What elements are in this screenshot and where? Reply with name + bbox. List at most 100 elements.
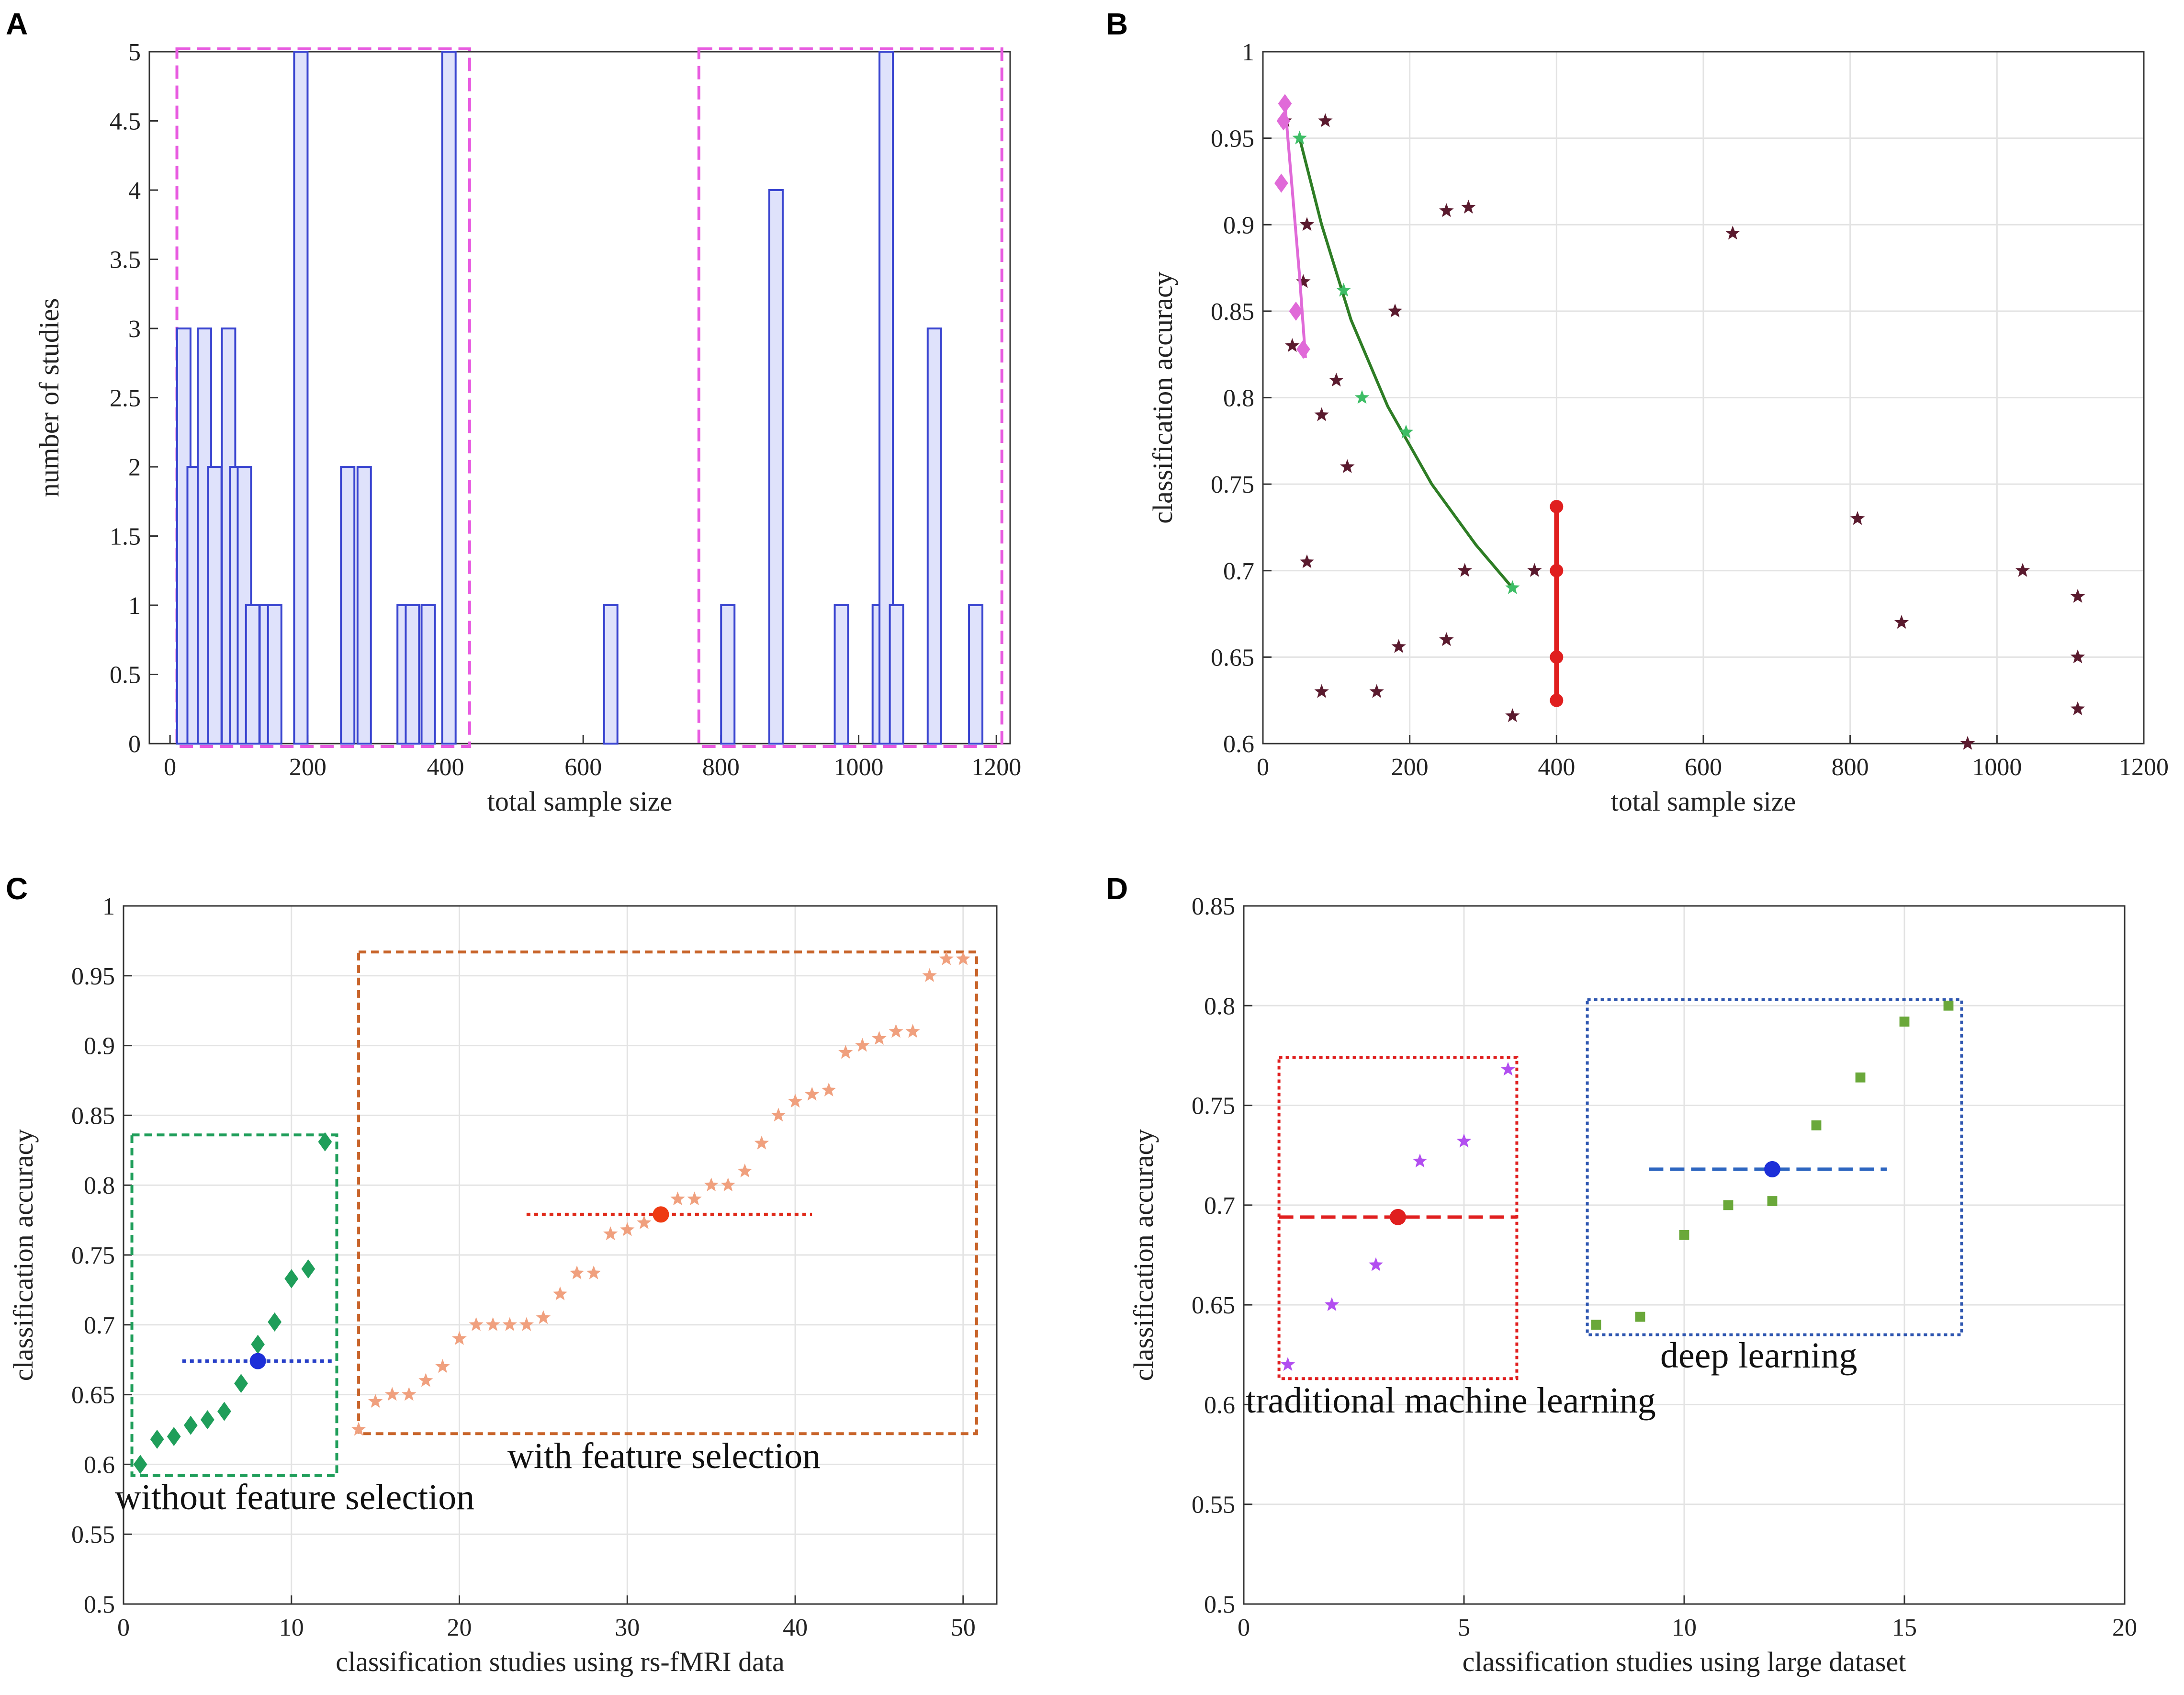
data-point	[586, 1265, 601, 1279]
histogram-bar	[405, 604, 420, 745]
data-point	[1439, 632, 1454, 646]
data-point	[1274, 173, 1288, 193]
data-point	[1850, 511, 1865, 525]
x-tick-label: 1000	[834, 754, 884, 781]
data-point	[1314, 407, 1329, 421]
data-point	[1387, 303, 1403, 317]
data-point	[1527, 563, 1542, 577]
data-point	[922, 968, 937, 982]
histogram-bar	[267, 604, 282, 745]
histogram-bar	[968, 604, 984, 745]
data-point	[268, 1312, 282, 1332]
data-point	[1296, 274, 1311, 288]
y-tick-label: 0.85	[1192, 893, 1235, 920]
data-point	[1324, 1297, 1340, 1311]
x-axis-label: total sample size	[1611, 786, 1796, 817]
x-tick-label: 30	[615, 1614, 640, 1641]
group-box	[1277, 1056, 1519, 1380]
data-point	[2015, 563, 2030, 577]
data-point	[1960, 736, 1975, 750]
data-point	[720, 1177, 735, 1192]
data-point	[183, 1415, 198, 1435]
data-point	[469, 1317, 484, 1331]
y-tick-label: 0.8	[1204, 993, 1235, 1020]
data-point	[385, 1387, 400, 1401]
x-tick-label: 0	[164, 754, 176, 781]
panel-letter-a: A	[6, 7, 28, 41]
data-point	[1811, 1120, 1822, 1130]
y-tick-label: 3	[128, 316, 141, 343]
y-tick-label: 0.9	[84, 1033, 115, 1060]
histogram-bar	[293, 51, 309, 745]
data-point	[536, 1310, 551, 1324]
data-point	[1285, 338, 1300, 352]
y-tick-label: 0.5	[84, 1591, 115, 1618]
x-tick-label: 10	[1672, 1614, 1697, 1641]
data-point	[788, 1094, 803, 1108]
data-point	[889, 1024, 903, 1038]
data-point	[301, 1259, 315, 1279]
panel-letter-d: D	[1106, 871, 1128, 906]
histogram-bar	[340, 466, 356, 745]
group-label-without-feature-selection: without feature selection	[115, 1477, 474, 1517]
x-tick-label: 5	[1458, 1614, 1470, 1641]
data-point	[569, 1265, 585, 1279]
y-tick-label: 0.75	[71, 1242, 115, 1269]
y-tick-label: 0.65	[71, 1382, 115, 1409]
data-point	[1723, 1200, 1734, 1210]
data-point	[1296, 339, 1310, 359]
x-tick-label: 0	[1238, 1614, 1250, 1641]
group-box	[357, 950, 978, 1435]
data-point	[1725, 226, 1740, 240]
data-point	[855, 1038, 870, 1052]
data-point	[502, 1317, 517, 1331]
x-tick-label: 600	[1685, 754, 1722, 781]
y-tick-label: 0.75	[1211, 471, 1254, 498]
histogram-bar	[441, 51, 457, 745]
y-tick-label: 1	[1242, 39, 1254, 66]
data-point	[1292, 130, 1307, 145]
x-tick-label: 400	[427, 754, 464, 781]
y-tick-label: 0.8	[1223, 385, 1254, 412]
y-tick-label: 0.7	[1204, 1192, 1235, 1220]
x-axis-label: classification studies using large datas…	[1463, 1646, 1906, 1677]
panel-c-scatter: 0 10 20 30 40 50 0.5 0.55 0.6 0.65 0.7 0.75 0.8 0.85 0…	[8, 893, 998, 1677]
x-tick-label: 20	[447, 1614, 472, 1641]
y-tick-label: 3.5	[110, 247, 141, 274]
data-point	[1398, 424, 1414, 439]
histogram-bar	[833, 604, 849, 745]
data-point	[1289, 301, 1303, 321]
x-tick-label: 400	[1538, 754, 1575, 781]
y-tick-label: 4	[128, 177, 141, 204]
data-point	[485, 1317, 500, 1331]
group-label-with-feature-selection: with feature selection	[507, 1436, 821, 1476]
data-point	[1550, 564, 1564, 577]
data-point	[1894, 615, 1909, 629]
x-tick-label: 600	[564, 754, 602, 781]
y-tick-label: 0.8	[84, 1172, 115, 1199]
data-point	[1318, 113, 1333, 127]
x-tick-label: 0	[1257, 754, 1269, 781]
data-point	[737, 1164, 753, 1177]
data-point	[251, 1334, 265, 1354]
y-tick-label: 0	[128, 731, 141, 758]
y-tick-label: 0.5	[110, 662, 141, 689]
group-label-deep-learning: deep learning	[1660, 1335, 1857, 1376]
y-tick-label: 0.6	[1223, 731, 1254, 758]
y-tick-label: 2.5	[110, 385, 141, 412]
mean-point	[1390, 1209, 1406, 1225]
x-tick-label: 1200	[971, 754, 1021, 781]
y-tick-label: 0.6	[84, 1451, 115, 1479]
y-axis-label: classification accuracy	[8, 1129, 39, 1381]
panel-a-histogram: 0 200 400 600 800 1000 1200 0 0.5 1 1.5 2 2.5 3 3.5 4 4.…	[34, 39, 1021, 817]
data-point	[167, 1427, 181, 1446]
x-tick-label: 10	[279, 1614, 304, 1641]
y-tick-label: 1	[102, 893, 115, 920]
y-tick-label: 4.5	[110, 108, 141, 136]
data-point	[1280, 1357, 1295, 1371]
data-point	[1391, 639, 1406, 653]
y-tick-label: 0.55	[1192, 1492, 1235, 1519]
group-box	[130, 1133, 338, 1477]
y-tick-label: 0.85	[71, 1102, 115, 1130]
